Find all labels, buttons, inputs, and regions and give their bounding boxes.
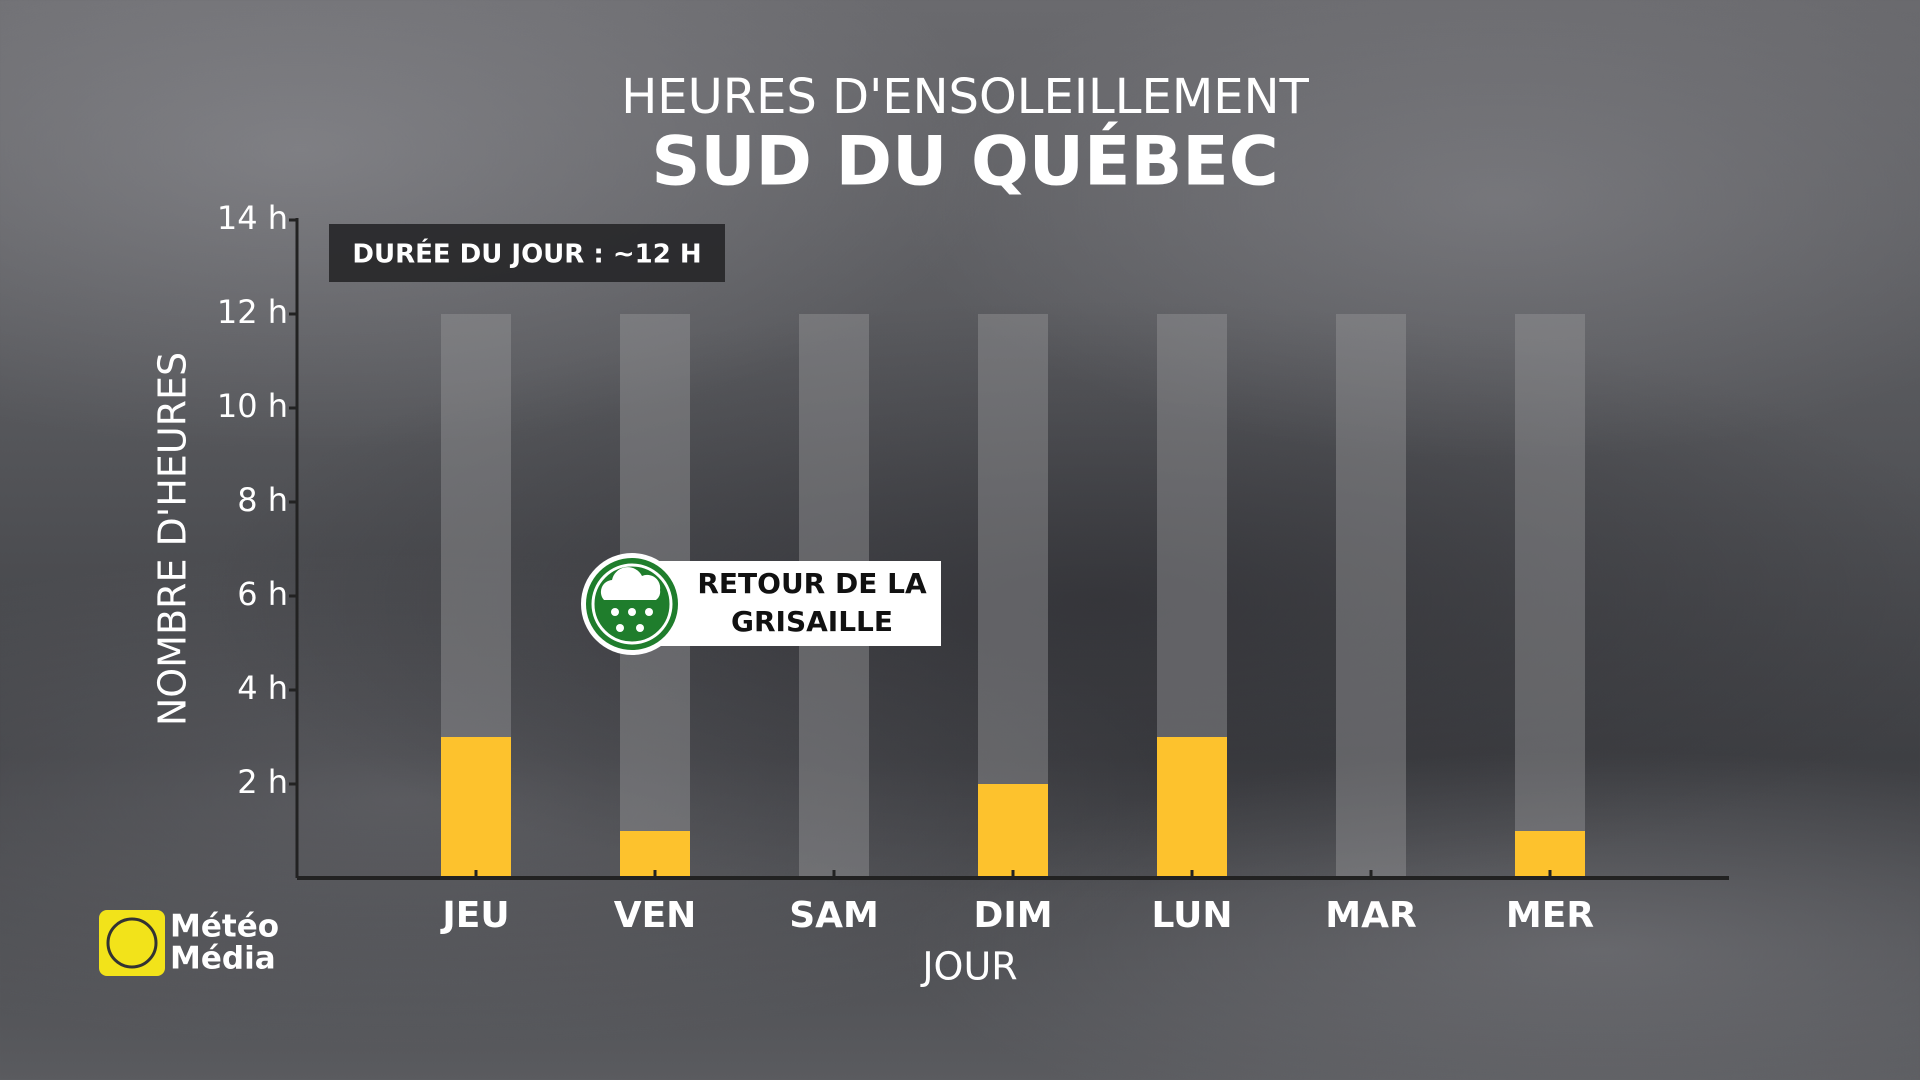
- logo-globe: [106, 917, 158, 969]
- chart-title: HEURES D'ENSOLEILLEMENT: [621, 69, 1309, 125]
- bar: [1157, 737, 1227, 878]
- x-tick-label: VEN: [614, 895, 697, 936]
- y-tick-label: 6 h: [237, 575, 288, 613]
- callout-box: [649, 561, 941, 646]
- y-tick-label: 10 h: [217, 387, 288, 425]
- callout: RETOUR DE LA GRISAILLE: [581, 553, 941, 655]
- rain-drops: [611, 608, 653, 632]
- daylight-bar: [1515, 314, 1585, 878]
- x-tick-label: SAM: [789, 895, 879, 936]
- day-length-note: DURÉE DU JOUR : ~12 H: [329, 224, 725, 282]
- logo: Météo Média: [99, 909, 279, 977]
- y-tick-label: 12 h: [217, 293, 288, 331]
- bar: [978, 784, 1048, 878]
- callout-text: RETOUR DE LA: [697, 567, 927, 600]
- x-tick-label: MER: [1506, 895, 1594, 936]
- note-box: [329, 224, 725, 282]
- callout-text: GRISAILLE: [731, 605, 893, 638]
- y-tick-label: 2 h: [237, 763, 288, 801]
- logo-text: Météo: [170, 909, 279, 945]
- daylight-bar: [1336, 314, 1406, 878]
- x-tick-label: JEU: [439, 895, 509, 936]
- cloud-icon: [600, 567, 661, 600]
- note-text: DURÉE DU JOUR : ~12 H: [352, 238, 701, 270]
- chart-subtitle: SUD DU QUÉBEC: [651, 122, 1278, 202]
- y-tick-label: 8 h: [237, 481, 288, 519]
- y-axis-label: NOMBRE D'HEURES: [151, 352, 195, 726]
- plot-area: 2 h 4 h 6 h 8 h 10 h 12 h 14 h JEU VEN SAM DIM LUN M…: [217, 199, 1729, 936]
- logo-text: Média: [170, 941, 276, 977]
- x-tick-label: LUN: [1151, 895, 1232, 936]
- y-tick-label: 14 h: [217, 199, 288, 237]
- x-tick-label: MAR: [1325, 895, 1416, 936]
- x-axis-label: JOUR: [920, 945, 1017, 989]
- y-tick-label: 4 h: [237, 669, 288, 707]
- callout-icon-inner: [591, 563, 673, 645]
- x-tick-label: DIM: [973, 895, 1052, 936]
- bar: [441, 737, 511, 878]
